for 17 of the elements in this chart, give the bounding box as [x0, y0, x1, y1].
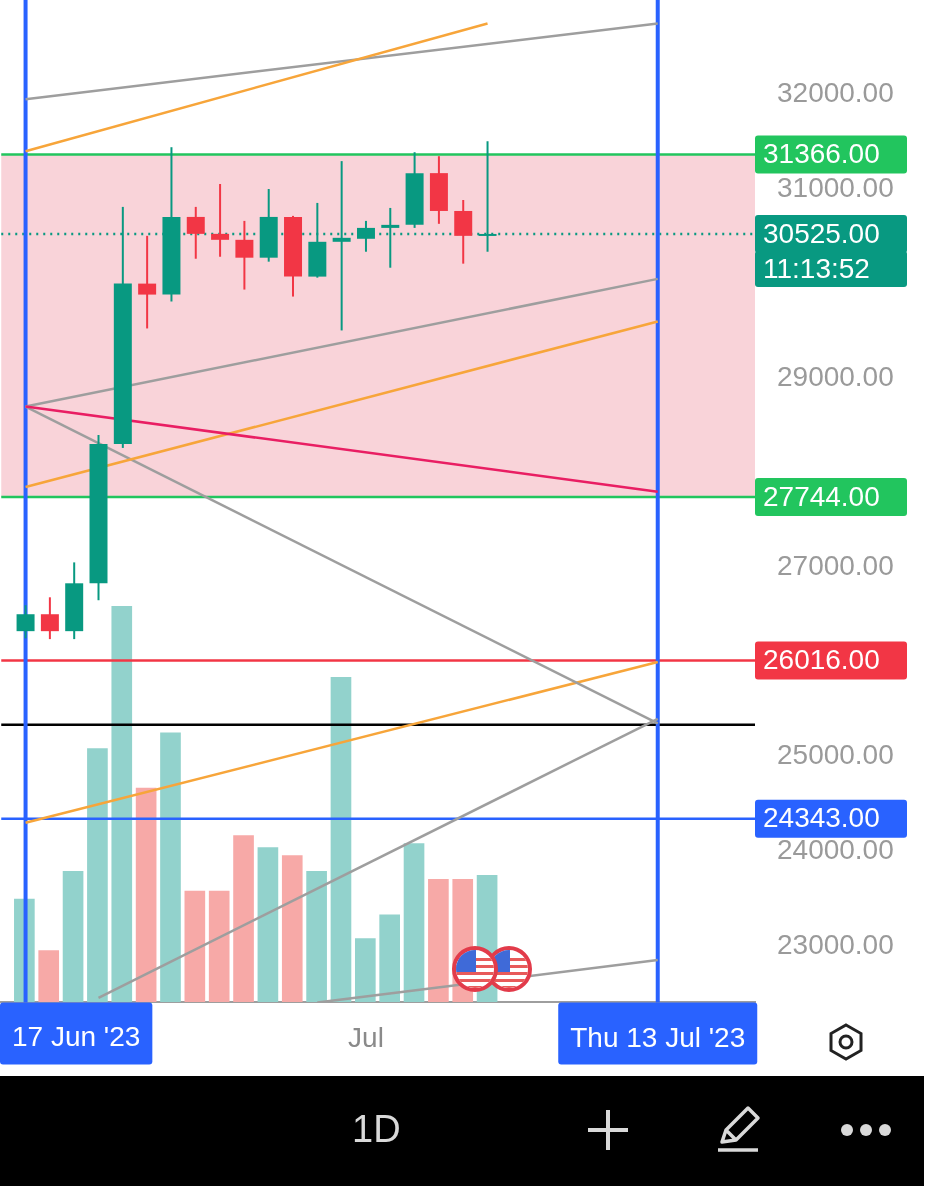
ref-line-label: 27744.00: [763, 480, 880, 512]
x-tick-label: Jul: [348, 1022, 384, 1054]
y-tick-label: 32000.00: [777, 77, 894, 109]
ref-line-label: 17 Jun '23: [12, 1021, 141, 1053]
ref-line-label: 24343.00: [763, 802, 880, 834]
y-tick-label: 23000.00: [777, 928, 894, 960]
ref-line-label: 30525.00: [763, 217, 880, 249]
text: 11:13:52: [763, 252, 870, 284]
y-tick-label: 24000.00: [777, 834, 894, 866]
y-tick-label: 27000.00: [777, 550, 894, 582]
x-tick-label: Thu 13 Jul '23: [570, 1022, 746, 1054]
ref-line-label: 26016.00: [763, 644, 880, 676]
y-tick-label: 29000.00: [777, 361, 894, 393]
y-tick-label: 25000.00: [777, 739, 894, 771]
y-tick-label: 31000.00: [777, 171, 894, 203]
ref-line-label: 31366.00: [763, 138, 880, 170]
text: 1D: [352, 1108, 401, 1151]
